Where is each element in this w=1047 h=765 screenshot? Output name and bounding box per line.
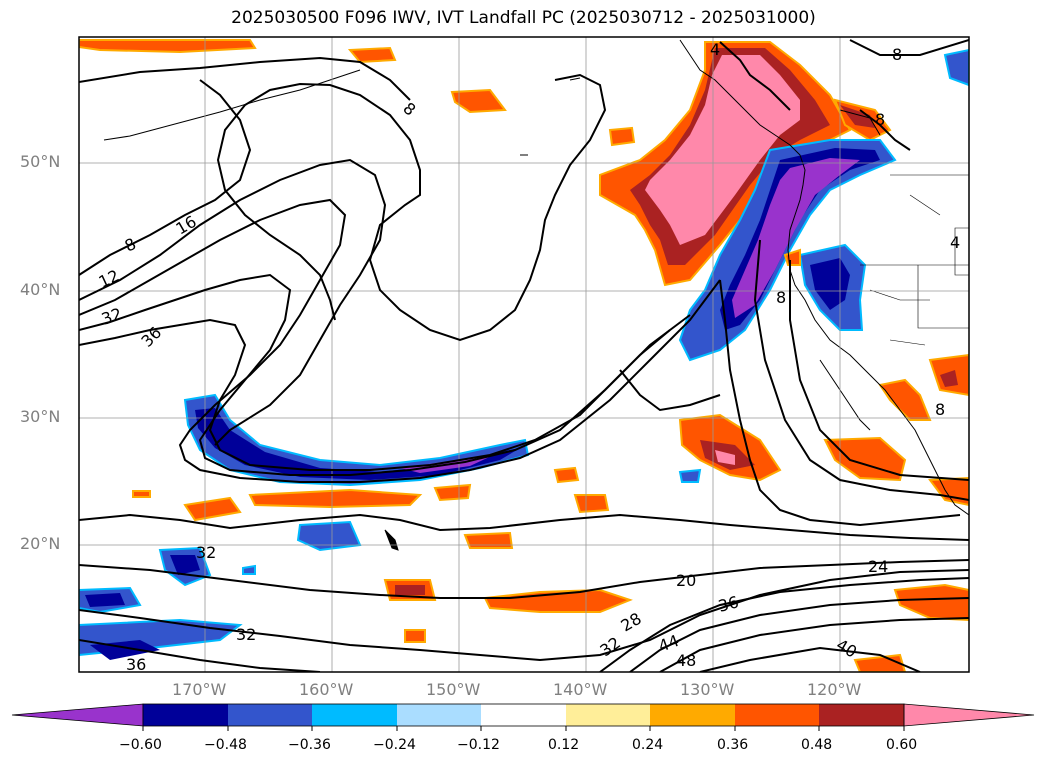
- colorbar-tick-label: 0.48: [801, 737, 833, 753]
- colorbar-swatch: [312, 704, 397, 726]
- filled-anomaly-regions: [79, 39, 969, 672]
- lon-label: 150°W: [426, 680, 481, 699]
- lon-label: 160°W: [299, 680, 354, 699]
- colorbar-tick-label: −0.12: [457, 737, 500, 753]
- contour-label: 24: [868, 557, 888, 576]
- lon-label: 170°W: [172, 680, 227, 699]
- contour-label: 36: [126, 655, 146, 674]
- lat-label: 40°N: [20, 280, 61, 299]
- colorbar-swatch: [228, 704, 312, 726]
- colorbar-swatch: [819, 704, 904, 726]
- contour-label: 32: [236, 625, 256, 644]
- colorbar-tick-label: 0.12: [548, 737, 580, 753]
- map-area: 8 16 8 12 32 36 8 8 8 32 32 36 20 24 36 …: [79, 37, 969, 674]
- colorbar-swatch: [143, 704, 228, 726]
- contour-label: 8: [776, 288, 786, 307]
- contour-label: 36: [716, 592, 741, 616]
- colorbar-tick-label: −0.24: [373, 737, 416, 753]
- colorbar: [11, 703, 1035, 731]
- lat-label: 20°N: [20, 534, 61, 553]
- colorbar-swatch: [566, 704, 650, 726]
- colorbar-tick-label: 0.24: [632, 737, 664, 753]
- colorbar-swatch: [735, 704, 819, 726]
- contour-label: 32: [196, 543, 216, 562]
- lon-label: 130°W: [680, 680, 735, 699]
- contour-label: 8: [935, 400, 945, 419]
- gridlines: [79, 37, 969, 672]
- contour-label: 8: [875, 110, 885, 129]
- contour-label: 4: [710, 40, 720, 59]
- map-title: 2025030500 F096 IWV, IVT Landfall PC (20…: [231, 8, 816, 28]
- colorbar-tick-label: 0.36: [717, 737, 749, 753]
- colorbar-extend-low: [11, 703, 144, 727]
- contour-label: 4: [950, 233, 960, 252]
- colorbar-tick-label: −0.36: [288, 737, 331, 753]
- colorbar-swatch: [650, 704, 735, 726]
- contour-label: 8: [892, 45, 902, 64]
- map-frame: [78, 36, 970, 673]
- lon-label: 140°W: [553, 680, 608, 699]
- colorbar-swatch: [481, 704, 566, 726]
- colorbar-tick-label: −0.48: [204, 737, 247, 753]
- iwv-contours: [79, 39, 969, 672]
- colorbar-tick-label: 0.60: [886, 737, 918, 753]
- contour-label: 20: [676, 571, 696, 590]
- colorbar-swatch: [397, 704, 481, 726]
- lon-label: 120°W: [807, 680, 862, 699]
- contour-label: 48: [676, 651, 696, 670]
- political-borders: [860, 174, 969, 346]
- colorbar-extend-high: [903, 703, 1035, 727]
- lat-label: 30°N: [20, 407, 61, 426]
- lat-label: 50°N: [20, 152, 61, 171]
- colorbar-tick-label: −0.60: [119, 737, 162, 753]
